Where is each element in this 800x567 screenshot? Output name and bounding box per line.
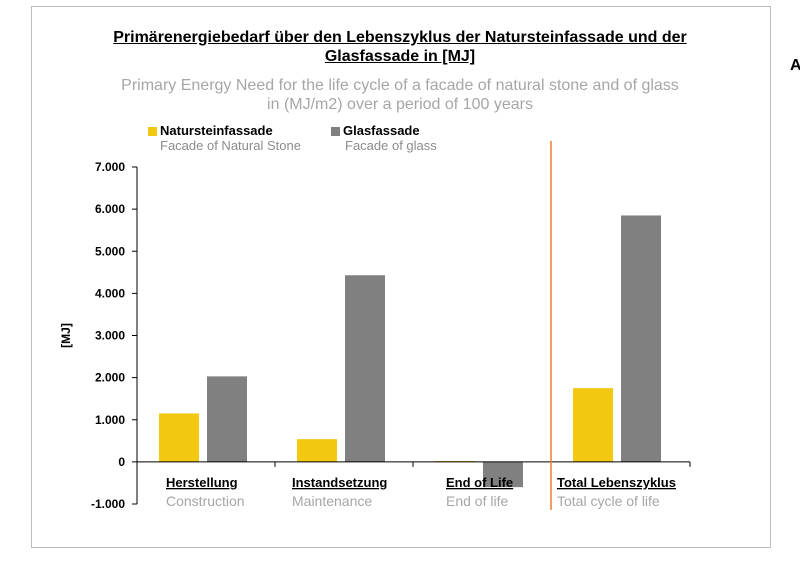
x-category-english-label: Construction [166,493,245,509]
legend-swatch-glass [331,127,340,136]
bar-stone-1 [159,413,199,462]
legend-swatch-stone [148,127,157,136]
y-tick-label: 3.000 [95,329,125,343]
y-tick-label: 5.000 [95,244,125,258]
chart-subtitle-line-2: in (MJ/m2) over a period of 100 years [267,96,533,113]
cropped-edge-letter: A [790,57,800,74]
chart-subtitle: Primary Energy Need for the life cycle o… [31,76,769,114]
y-tick-label: 4.000 [95,286,125,300]
x-category-label: Herstellung [166,475,238,490]
y-tick-label: 2.000 [95,371,125,385]
chart-title-line-1: Primärenergiebedarf über den Lebenszyklu… [113,29,687,46]
legend-label-glass: Glasfassade [343,123,420,138]
bar-glass-2 [345,275,385,462]
y-tick-label: -1.000 [91,497,125,511]
chart-subtitle-line-1: Primary Energy Need for the life cycle o… [121,77,679,94]
bar-glass-1 [207,376,247,462]
bar-stone-2 [297,439,337,462]
bar-glass-3 [483,461,523,488]
x-category-label: Total Lebenszyklus [557,475,676,490]
legend-english-glass: Facade of glass [345,138,437,153]
chart-title: Primärenergiebedarf über den Lebenszyklu… [31,28,769,66]
y-axis-title: [MJ] [59,323,73,348]
y-tick-label: 1.000 [95,413,125,427]
legend-english-stone: Facade of Natural Stone [160,138,301,153]
legend-label-stone: Natursteinfassade [160,123,273,138]
x-category-english-label: Maintenance [292,493,372,509]
x-category-english-label: End of life [446,493,508,509]
x-category-english-label: Total cycle of life [557,493,660,509]
y-tick-label: 0 [118,455,125,469]
bar-stone-4 [573,388,613,462]
x-category-label: End of Life [446,475,513,490]
y-tick-label: 7.000 [95,160,125,174]
x-category-label: Instandsetzung [292,475,387,490]
chart-title-line-2: Glasfassade in [MJ] [324,48,476,65]
bar-glass-4 [621,215,661,462]
y-tick-label: 6.000 [95,202,125,216]
